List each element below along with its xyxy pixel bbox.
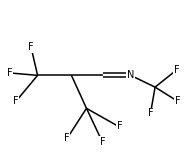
Text: F: F [13, 96, 18, 106]
Text: N: N [127, 70, 134, 80]
Text: F: F [28, 42, 33, 52]
Text: F: F [117, 121, 122, 131]
Text: F: F [148, 108, 153, 118]
Text: F: F [64, 133, 70, 143]
Text: F: F [100, 137, 105, 147]
Text: F: F [174, 65, 180, 75]
Text: F: F [175, 96, 180, 106]
Text: F: F [7, 68, 12, 78]
